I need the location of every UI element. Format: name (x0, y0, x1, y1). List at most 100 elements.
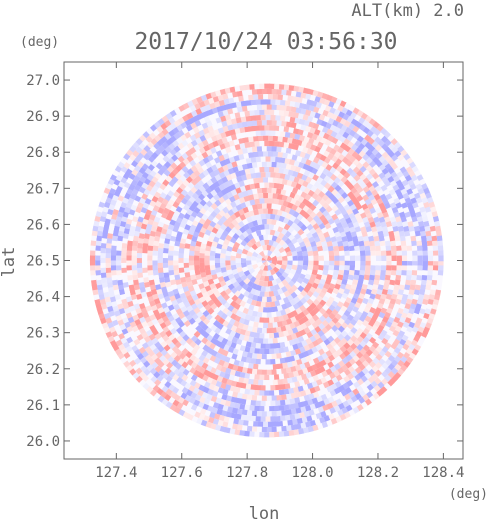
radar-cell (279, 131, 287, 138)
radar-cell (250, 299, 257, 306)
radar-cell (269, 343, 276, 349)
radar-cell (274, 358, 281, 365)
radar-cell (293, 217, 301, 225)
radar-cell (384, 235, 391, 242)
radar-cell (412, 250, 418, 257)
radar-cell (278, 373, 285, 380)
radar-cell (126, 259, 132, 266)
radar-cell (370, 226, 378, 233)
radar-cell (256, 146, 263, 152)
radar-cell (356, 216, 364, 224)
radar-cell (253, 209, 260, 216)
radar-cell (252, 363, 259, 370)
radar-cell (273, 167, 280, 173)
radar-cell (289, 246, 297, 253)
radar-cell (126, 269, 133, 276)
radar-cell (137, 272, 144, 278)
radar-cell (281, 336, 288, 343)
radar-cell (243, 152, 250, 159)
radar-cell (241, 351, 248, 358)
radar-cell (223, 301, 231, 309)
radar-cell (243, 372, 251, 379)
radar-cell (359, 265, 366, 271)
radar-cell (268, 348, 275, 355)
radar-cell (291, 154, 299, 161)
radar-cell (315, 195, 323, 203)
radar-cell (365, 265, 371, 271)
radar-cell (95, 254, 101, 261)
radar-cell (246, 280, 254, 288)
radar-cell (278, 331, 285, 338)
radar-cell (300, 340, 308, 347)
radar-cell (264, 109, 270, 115)
radar-cell (362, 235, 369, 243)
radar-cell (291, 343, 299, 351)
radar-cell (304, 241, 312, 248)
radar-cell (278, 347, 285, 354)
radar-cell (321, 240, 328, 248)
radar-cell (172, 225, 180, 233)
radar-cell (261, 426, 267, 433)
radar-cell (278, 267, 286, 275)
radar-cell (311, 231, 319, 239)
radar-cell (299, 363, 306, 370)
radar-cell (261, 218, 267, 225)
radar-cell (263, 348, 270, 355)
radar-cell (165, 281, 172, 288)
radar-cell (266, 88, 273, 95)
radar-cell (254, 247, 261, 255)
radar-cell (255, 300, 262, 307)
radar-cell (422, 255, 429, 262)
radar-cell (406, 250, 413, 257)
radar-cell (234, 370, 241, 377)
radar-cell (111, 269, 117, 276)
radar-cell (204, 255, 210, 261)
radar-cell (317, 245, 324, 252)
radar-cell (256, 257, 262, 263)
radar-cell (248, 152, 255, 159)
radar-cell (136, 252, 143, 259)
radar-cell (143, 276, 150, 283)
radar-cell (263, 406, 270, 412)
radar-cell (258, 234, 264, 241)
radar-cell (260, 130, 267, 136)
radar-cell (116, 269, 122, 276)
radar-cell (363, 221, 371, 229)
radar-cell (256, 261, 263, 268)
radar-cell (263, 374, 270, 381)
radar-cell (273, 284, 281, 291)
radar-cell (378, 279, 385, 286)
radar-cell (360, 255, 366, 261)
radar-cell (212, 216, 220, 224)
radar-cell (267, 280, 273, 287)
radar-cell (240, 356, 247, 363)
radar-cell (258, 208, 264, 215)
radar-cell (264, 224, 270, 230)
radar-cell (182, 285, 190, 293)
radar-cell (225, 174, 233, 181)
radar-cell (284, 276, 292, 284)
radar-cell (380, 270, 386, 276)
radar-cell (140, 222, 148, 230)
radar-cell (338, 265, 345, 271)
radar-cell (290, 276, 298, 284)
radar-cell (276, 146, 283, 153)
radar-cell (246, 264, 253, 271)
radar-cell (235, 338, 243, 346)
radar-cell (194, 196, 203, 205)
radar-cell (382, 284, 390, 291)
radar-cell (199, 262, 205, 268)
radar-cell (255, 284, 262, 292)
radar-cell (339, 231, 347, 238)
radar-cell (227, 304, 235, 312)
y-tick-label: 26.9 (26, 109, 60, 125)
radar-cell (333, 265, 340, 271)
radar-cell (221, 271, 229, 278)
radar-cell (237, 148, 244, 155)
radar-cell (244, 184, 251, 191)
radar-cell (328, 231, 336, 239)
radar-cell (332, 245, 339, 252)
radar-cell (281, 242, 289, 250)
radar-cell (264, 83, 270, 89)
radar-cell (275, 188, 282, 195)
